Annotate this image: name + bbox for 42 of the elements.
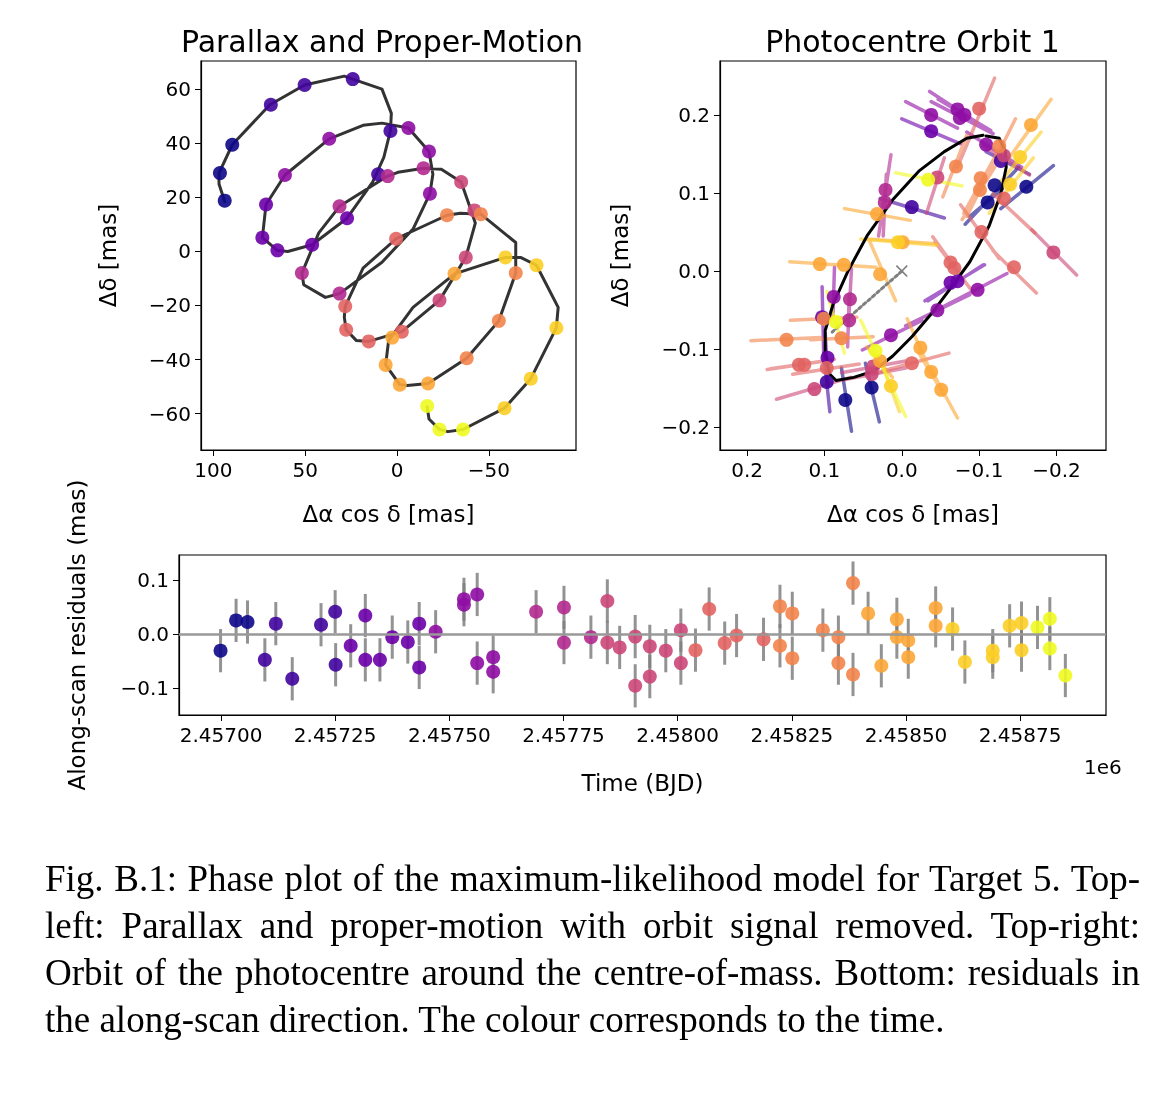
y-tick-label: −60 <box>148 401 191 426</box>
y-tick-label: −40 <box>148 347 191 372</box>
y-tick-label: 0.0 <box>678 259 710 284</box>
y-tick-label: −0.2 <box>661 415 710 440</box>
y-tick-label: 0.0 <box>137 621 169 646</box>
x-tick-label: −50 <box>467 458 511 482</box>
x-tick-label: 50 <box>292 458 318 482</box>
y-axis-title: Δδ [mas] <box>94 203 121 308</box>
y-tick-label: 40 <box>165 131 191 156</box>
x-axis-title: Δα cos δ [mas] <box>302 500 475 527</box>
y-tick-label: 0.1 <box>137 567 169 592</box>
x-tick-label: 2.45775 <box>522 723 605 747</box>
text: Fig. B.1: Phase plot of the maximum-likelihood model for Target 5. Top-left: Parallax and proper-motion with orbit signal removed. Top-right: Orbit of the photocentre around the centre-of-mass. Bottom: residuals in the along-scan direction. The colour corresponds to the time. <box>45 857 1140 1042</box>
y-tick-label: 0.1 <box>678 181 710 206</box>
x-tick-label: 0.0 <box>885 458 918 482</box>
chart-title: Parallax and Proper-Motion <box>180 23 584 59</box>
y-tick-label: −20 <box>148 293 191 318</box>
x-tick-label: 2.45800 <box>636 723 720 747</box>
x-tick-label: 0.1 <box>808 458 841 482</box>
x-tick-label: 2.45700 <box>179 723 263 747</box>
chart-title: Photocentre Orbit 1 <box>765 23 1060 59</box>
x-tick-label: 2.45725 <box>293 723 377 747</box>
y-tick-label: 20 <box>165 185 191 210</box>
x-tick-label: 0 <box>390 458 404 482</box>
x-tick-label: 2.45825 <box>750 723 834 747</box>
text: 1e6 <box>1084 755 1122 779</box>
y-tick-label: 60 <box>165 77 191 102</box>
y-axis-title: Along-scan residuals (mas) <box>63 479 90 791</box>
y-tick-label: −0.1 <box>120 675 169 700</box>
y-tick-label: 0.2 <box>678 102 710 127</box>
x-tick-label: 2.45750 <box>407 723 491 747</box>
x-tick-label: 100 <box>194 458 233 482</box>
x-axis-title: Time (BJD) <box>580 769 704 796</box>
x-tick-label: 2.45875 <box>978 723 1062 747</box>
y-tick-label: −0.1 <box>661 337 710 362</box>
x-tick-label: −0.2 <box>1032 458 1081 482</box>
y-axis-title: Δδ [mas] <box>606 203 633 308</box>
x-axis-title: Δα cos δ [mas] <box>826 500 1000 527</box>
y-tick-label: 0 <box>178 239 191 264</box>
x-tick-label: 0.2 <box>731 458 763 482</box>
x-tick-label: −0.1 <box>954 458 1004 482</box>
x-tick-label: 2.45850 <box>864 723 948 747</box>
